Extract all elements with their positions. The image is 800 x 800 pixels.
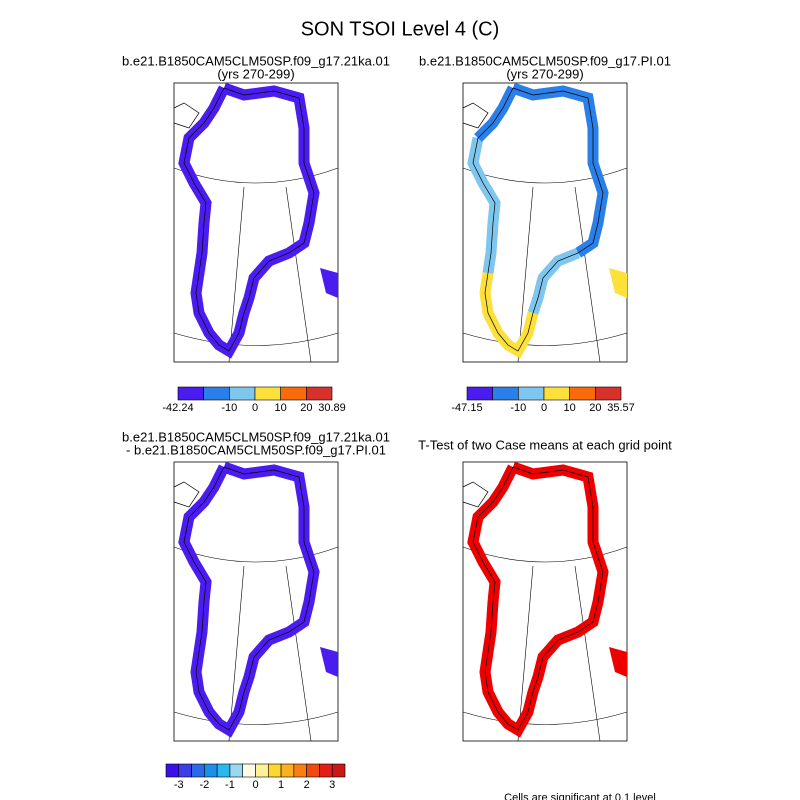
colorbar-box [306,386,333,401]
colorbar-box [177,386,204,401]
panel-title: b.e21.B1850CAM5CLM50SP.f09_g17.PI.01 [419,53,671,68]
colorbar-box [204,763,218,778]
colorbar-label: -10 [510,402,526,414]
colorbar-box [255,763,269,778]
colorbar-label: 10 [564,402,576,414]
longitude-line [228,186,245,363]
coastline [462,481,489,508]
coastal-cells [479,272,539,359]
latitude-line [173,332,339,346]
colorbar-label: -47.15 [451,402,482,414]
coastal-cells [511,82,609,258]
colorbar-box [569,386,596,401]
colorbar-box [518,386,545,401]
colorbar-box [165,763,180,778]
colorbar-label: 0 [541,402,547,414]
panel-title: T-Test of two Case means at each grid po… [418,437,672,452]
panel-title: (yrs 270-299) [506,66,583,81]
colorbar-box [306,763,320,778]
latitude-line [173,711,339,725]
coastline [173,481,200,508]
colorbar-box [492,386,519,401]
map-frame [462,82,628,363]
colorbar-label: 1 [278,779,284,791]
longitude-line [574,565,601,742]
colorbar-label: 35.57 [607,402,635,414]
coastal-cells [527,247,581,315]
coastal-cells [467,136,501,274]
colorbar-box [267,763,282,778]
colorbar-box [466,386,493,401]
map-panel [462,461,628,742]
colorbar-box [242,763,256,778]
colorbar-box [319,763,333,778]
latitude-line [462,332,628,346]
colorbar-box [178,763,192,778]
colorbar-label: 2 [304,779,310,791]
colorbar-box [203,386,230,401]
coastal-cells [609,647,627,677]
map-panel [173,461,339,742]
colorbar-box [595,386,622,401]
colorbar-label: 0 [252,779,258,791]
panel-title: b.e21.B1850CAM5CLM50SP.f09_g17.21ka.01 [122,429,390,444]
panel-title: - b.e21.B1850CAM5CLM50SP.f09_g17.PI.01 [126,442,386,457]
longitude-line [517,186,534,363]
colorbar-box [293,763,307,778]
colorbar-label: 10 [275,402,287,414]
colorbar-label: 3 [329,779,335,791]
coastal-cells [474,85,518,142]
colorbar-box [331,763,346,778]
colorbar-label: -10 [221,402,237,414]
coastline [183,87,315,352]
longitude-line [574,186,601,363]
colorbar-label: 30.89 [318,402,346,414]
coastline [472,466,604,731]
colorbar-label: 0 [252,402,258,414]
colorbar-box [216,763,231,778]
coastal-cells [467,461,609,738]
colorbar-label: -3 [174,779,184,791]
latitude-line [462,711,628,725]
colorbar-label: -1 [225,779,235,791]
colorbar-label: -2 [199,779,209,791]
colorbar-box [280,386,307,401]
panel-title: (yrs 270-299) [217,66,294,81]
colorbar-label: -42.24 [162,402,193,414]
map-panel [173,82,339,363]
coastline [173,102,200,129]
colorbar-label: 20 [300,402,312,414]
longitude-line [517,565,534,742]
map-frame [173,461,339,742]
colorbar-box [191,763,205,778]
longitude-line [285,565,312,742]
colorbar-box [280,763,295,778]
colorbar-box [229,763,244,778]
panel-title: b.e21.B1850CAM5CLM50SP.f09_g17.21ka.01 [122,53,390,68]
coastline [472,87,604,352]
map-panel [462,82,628,363]
coastal-cells [320,268,338,298]
coastal-cells [178,461,320,738]
figure-title: SON TSOI Level 4 (C) [301,18,500,40]
coastal-cells [609,268,627,298]
coastal-cells [320,647,338,677]
map-frame [462,461,628,742]
longitude-line [285,186,312,363]
colorbar-box [543,386,570,401]
longitude-line [228,565,245,742]
footer-note: Cells are significant at 0.1 level [504,792,656,800]
coastline [183,466,315,731]
map-frame [173,82,339,363]
coastline [462,102,489,129]
coastal-cells [178,82,320,359]
colorbar-box [254,386,281,401]
colorbar-label: 20 [589,402,601,414]
colorbar-box [229,386,256,401]
